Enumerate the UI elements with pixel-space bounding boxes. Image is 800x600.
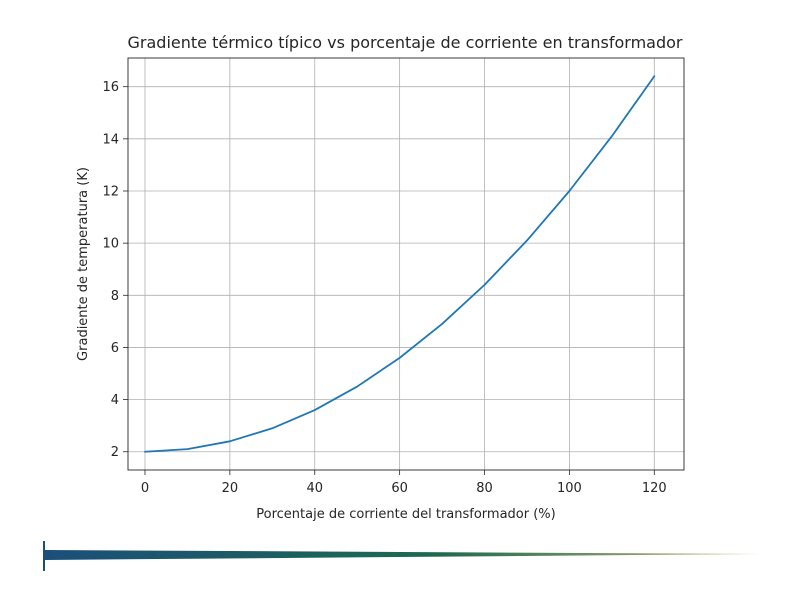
x-tick-label: 0: [141, 481, 149, 496]
series-group: [144, 75, 656, 453]
x-tick-label: 100: [557, 481, 582, 496]
y-tick-label: 12: [102, 184, 119, 199]
grid: [128, 58, 684, 470]
y-tick-label: 8: [111, 289, 119, 304]
chart-title: Gradiente térmico típico vs porcentaje d…: [128, 33, 683, 52]
x-tick-label: 40: [306, 481, 323, 496]
x-axis: 0 20 40 60 80 100 120: [141, 470, 667, 496]
plot-frame: [127, 57, 685, 471]
footer-decoration: [43, 541, 760, 571]
y-tick-label: 4: [111, 393, 119, 408]
y-tick-label: 10: [102, 237, 119, 252]
y-axis: 2 4 6 8 10 12 14 16: [102, 80, 128, 460]
y-axis-label: Gradiente de temperatura (K): [76, 167, 91, 361]
x-tick-label: 20: [222, 481, 239, 496]
footer-accent-bar: [43, 541, 45, 571]
x-tick-label: 60: [391, 481, 408, 496]
x-tick-label: 120: [642, 481, 667, 496]
series-line: [144, 75, 656, 453]
x-axis-label: Porcentaje de corriente del transformado…: [256, 507, 555, 522]
y-tick-label: 6: [111, 341, 119, 356]
y-tick-label: 2: [111, 445, 119, 460]
x-tick-label: 80: [476, 481, 493, 496]
y-tick-label: 16: [102, 80, 119, 95]
footer-gradient-bar: [45, 550, 760, 560]
y-tick-label: 14: [102, 132, 119, 147]
